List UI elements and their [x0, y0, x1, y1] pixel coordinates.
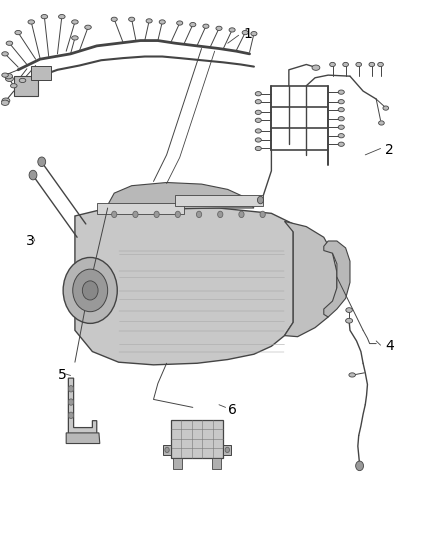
Ellipse shape [251, 31, 257, 36]
Ellipse shape [338, 100, 344, 104]
Ellipse shape [312, 65, 320, 70]
Circle shape [239, 211, 244, 217]
Ellipse shape [59, 14, 65, 19]
Polygon shape [66, 433, 100, 443]
Polygon shape [106, 182, 254, 209]
Ellipse shape [11, 84, 17, 88]
Ellipse shape [229, 28, 235, 32]
Ellipse shape [255, 147, 261, 151]
Bar [14, 76, 38, 96]
Ellipse shape [129, 17, 135, 21]
Bar [31, 66, 51, 80]
Text: 1: 1 [243, 27, 252, 41]
Circle shape [165, 447, 169, 453]
Ellipse shape [15, 30, 21, 35]
Ellipse shape [356, 62, 361, 67]
Ellipse shape [1, 100, 9, 106]
Circle shape [225, 447, 230, 453]
Ellipse shape [349, 373, 356, 377]
Circle shape [82, 281, 98, 300]
Ellipse shape [255, 92, 261, 96]
Ellipse shape [242, 30, 248, 35]
Circle shape [218, 211, 223, 217]
Ellipse shape [85, 25, 91, 29]
Ellipse shape [159, 20, 165, 24]
Circle shape [68, 412, 74, 418]
Ellipse shape [19, 78, 26, 83]
Ellipse shape [338, 108, 344, 112]
Circle shape [112, 211, 117, 217]
Ellipse shape [338, 90, 344, 94]
Ellipse shape [346, 318, 353, 323]
Ellipse shape [6, 41, 13, 45]
Bar [171, 419, 223, 458]
Ellipse shape [343, 62, 349, 67]
Ellipse shape [369, 62, 374, 67]
Circle shape [260, 211, 265, 217]
Circle shape [175, 211, 180, 217]
Ellipse shape [2, 52, 8, 56]
Circle shape [68, 399, 74, 405]
Ellipse shape [72, 36, 78, 40]
Ellipse shape [338, 125, 344, 130]
Ellipse shape [111, 17, 117, 21]
Circle shape [258, 196, 264, 204]
Polygon shape [285, 221, 337, 337]
Circle shape [196, 211, 201, 217]
Ellipse shape [6, 76, 13, 82]
Circle shape [73, 269, 108, 312]
Ellipse shape [255, 110, 261, 115]
Circle shape [38, 157, 46, 166]
Ellipse shape [378, 62, 383, 67]
Polygon shape [175, 195, 263, 206]
Polygon shape [324, 241, 350, 317]
Polygon shape [75, 208, 293, 365]
Bar [163, 445, 171, 455]
Ellipse shape [255, 100, 261, 104]
Circle shape [29, 170, 37, 180]
Bar [212, 458, 221, 469]
Circle shape [68, 385, 74, 392]
Ellipse shape [378, 121, 384, 125]
Ellipse shape [346, 308, 353, 312]
Ellipse shape [2, 73, 8, 77]
Polygon shape [97, 203, 184, 214]
Ellipse shape [338, 142, 344, 147]
Ellipse shape [383, 106, 389, 110]
Ellipse shape [190, 22, 196, 27]
Ellipse shape [41, 14, 48, 19]
Ellipse shape [338, 117, 344, 121]
Text: 6: 6 [228, 403, 237, 417]
Circle shape [356, 461, 364, 471]
Bar [173, 458, 182, 469]
Text: 5: 5 [57, 368, 66, 383]
Ellipse shape [330, 62, 336, 67]
Ellipse shape [338, 134, 344, 138]
Ellipse shape [255, 129, 261, 133]
Ellipse shape [255, 138, 261, 142]
Text: 3: 3 [26, 234, 35, 248]
Ellipse shape [216, 26, 222, 30]
Ellipse shape [28, 20, 35, 24]
Circle shape [154, 211, 159, 217]
Ellipse shape [146, 19, 152, 23]
Ellipse shape [72, 20, 78, 24]
Text: 2: 2 [385, 142, 394, 157]
Ellipse shape [177, 21, 183, 25]
Text: 4: 4 [385, 339, 394, 353]
Polygon shape [68, 378, 97, 434]
Ellipse shape [2, 98, 10, 103]
Ellipse shape [203, 24, 209, 28]
Circle shape [63, 257, 117, 324]
Ellipse shape [5, 74, 12, 79]
Ellipse shape [255, 118, 261, 123]
Bar [223, 445, 231, 455]
Circle shape [133, 211, 138, 217]
